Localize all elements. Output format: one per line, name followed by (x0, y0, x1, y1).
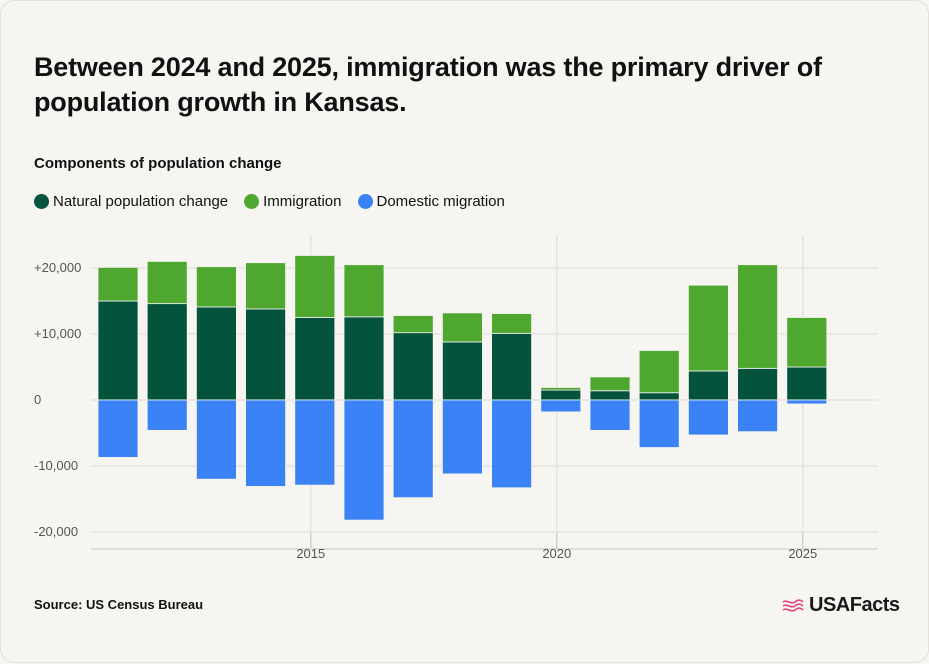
bar-immigration-2024 (737, 264, 778, 369)
bar-natural-2011 (97, 300, 139, 401)
legend-item-natural: Natural population change (34, 193, 228, 210)
bar-immigration-2025 (786, 317, 828, 368)
bar-domestic-2016 (343, 399, 385, 521)
bar-domestic-2017 (392, 399, 434, 499)
bar-natural-2024 (737, 367, 778, 401)
y-tick-label: 0 (34, 392, 41, 407)
bar-natural-2022 (638, 392, 680, 401)
bar-domestic-2023 (688, 399, 729, 436)
legend-swatch-immigration (244, 194, 260, 209)
y-tick-label: -20,000 (34, 524, 78, 539)
bar-immigration-2023 (688, 284, 729, 372)
bar-natural-2012 (146, 303, 188, 401)
bar-domestic-2018 (441, 399, 483, 475)
bar-natural-2016 (343, 316, 385, 401)
bar-immigration-2016 (343, 264, 385, 318)
legend-item-domestic: Domestic migration (357, 193, 505, 210)
bar-immigration-2011 (97, 266, 139, 302)
bar-immigration-2017 (392, 315, 434, 334)
bar-immigration-2015 (294, 255, 336, 318)
bar-domestic-2013 (195, 399, 237, 480)
axis-labels: +20,000 +10,000 0 -10,000 -20,000 2015 2020 202… (34, 260, 817, 561)
x-tick-label: 2015 (296, 546, 325, 561)
chart-title: Between 2024 and 2025, immigration was t… (34, 52, 822, 117)
bar-domestic-2021 (589, 399, 631, 431)
bar-natural-2019 (491, 332, 533, 401)
bar-domestic-2012 (146, 399, 188, 431)
bar-domestic-2022 (638, 399, 680, 448)
bar-immigration-2020 (540, 387, 582, 391)
bar-domestic-2014 (245, 399, 287, 487)
bar-immigration-2018 (441, 312, 483, 343)
legend-label-domestic: Domestic migration (376, 193, 505, 210)
bar-immigration-2014 (245, 262, 287, 310)
bar-immigration-2021 (589, 376, 631, 392)
y-tick-label: -10,000 (34, 458, 78, 473)
legend-label-natural: Natural population change (53, 193, 229, 210)
bar-natural-2013 (195, 306, 237, 401)
bar-domestic-2011 (97, 399, 139, 458)
bar-domestic-2019 (491, 399, 533, 489)
bar-domestic-2025 (786, 399, 828, 405)
legend-label-immigration: Immigration (263, 193, 342, 210)
bar-domestic-2015 (294, 399, 336, 486)
usafacts-logo[interactable]: USAFacts (781, 594, 900, 617)
y-tick-label: +20,000 (34, 260, 81, 275)
bar-natural-2014 (245, 308, 287, 401)
bar-immigration-2012 (146, 260, 188, 305)
bar-immigration-2022 (638, 350, 680, 394)
flag-icon (782, 598, 804, 612)
bar-immigration-2013 (195, 266, 237, 308)
chart-subtitle: Components of population change (34, 155, 282, 172)
bar-immigration-2019 (491, 313, 533, 334)
x-tick-label: 2025 (788, 546, 817, 561)
legend-swatch-domestic (357, 194, 373, 209)
bar-natural-2021 (589, 390, 631, 401)
bar-natural-2023 (688, 370, 729, 401)
bar-domestic-2020 (540, 399, 582, 413)
bar-natural-2015 (294, 317, 336, 401)
legend-swatch-natural (34, 194, 49, 209)
brand-name: USAFacts (809, 594, 900, 616)
bar-natural-2017 (392, 332, 434, 401)
legend-item-immigration: Immigration (244, 193, 342, 210)
legend: Natural population change Immigration Do… (34, 193, 521, 210)
y-tick-label: +10,000 (34, 326, 81, 341)
x-tick-label: 2020 (542, 546, 571, 561)
bar-series (97, 255, 828, 521)
bar-natural-2025 (786, 366, 828, 401)
bar-domestic-2024 (737, 399, 778, 433)
bar-natural-2020 (540, 389, 582, 401)
bar-natural-2018 (441, 341, 483, 401)
source-note: Source: US Census Bureau (34, 597, 204, 612)
